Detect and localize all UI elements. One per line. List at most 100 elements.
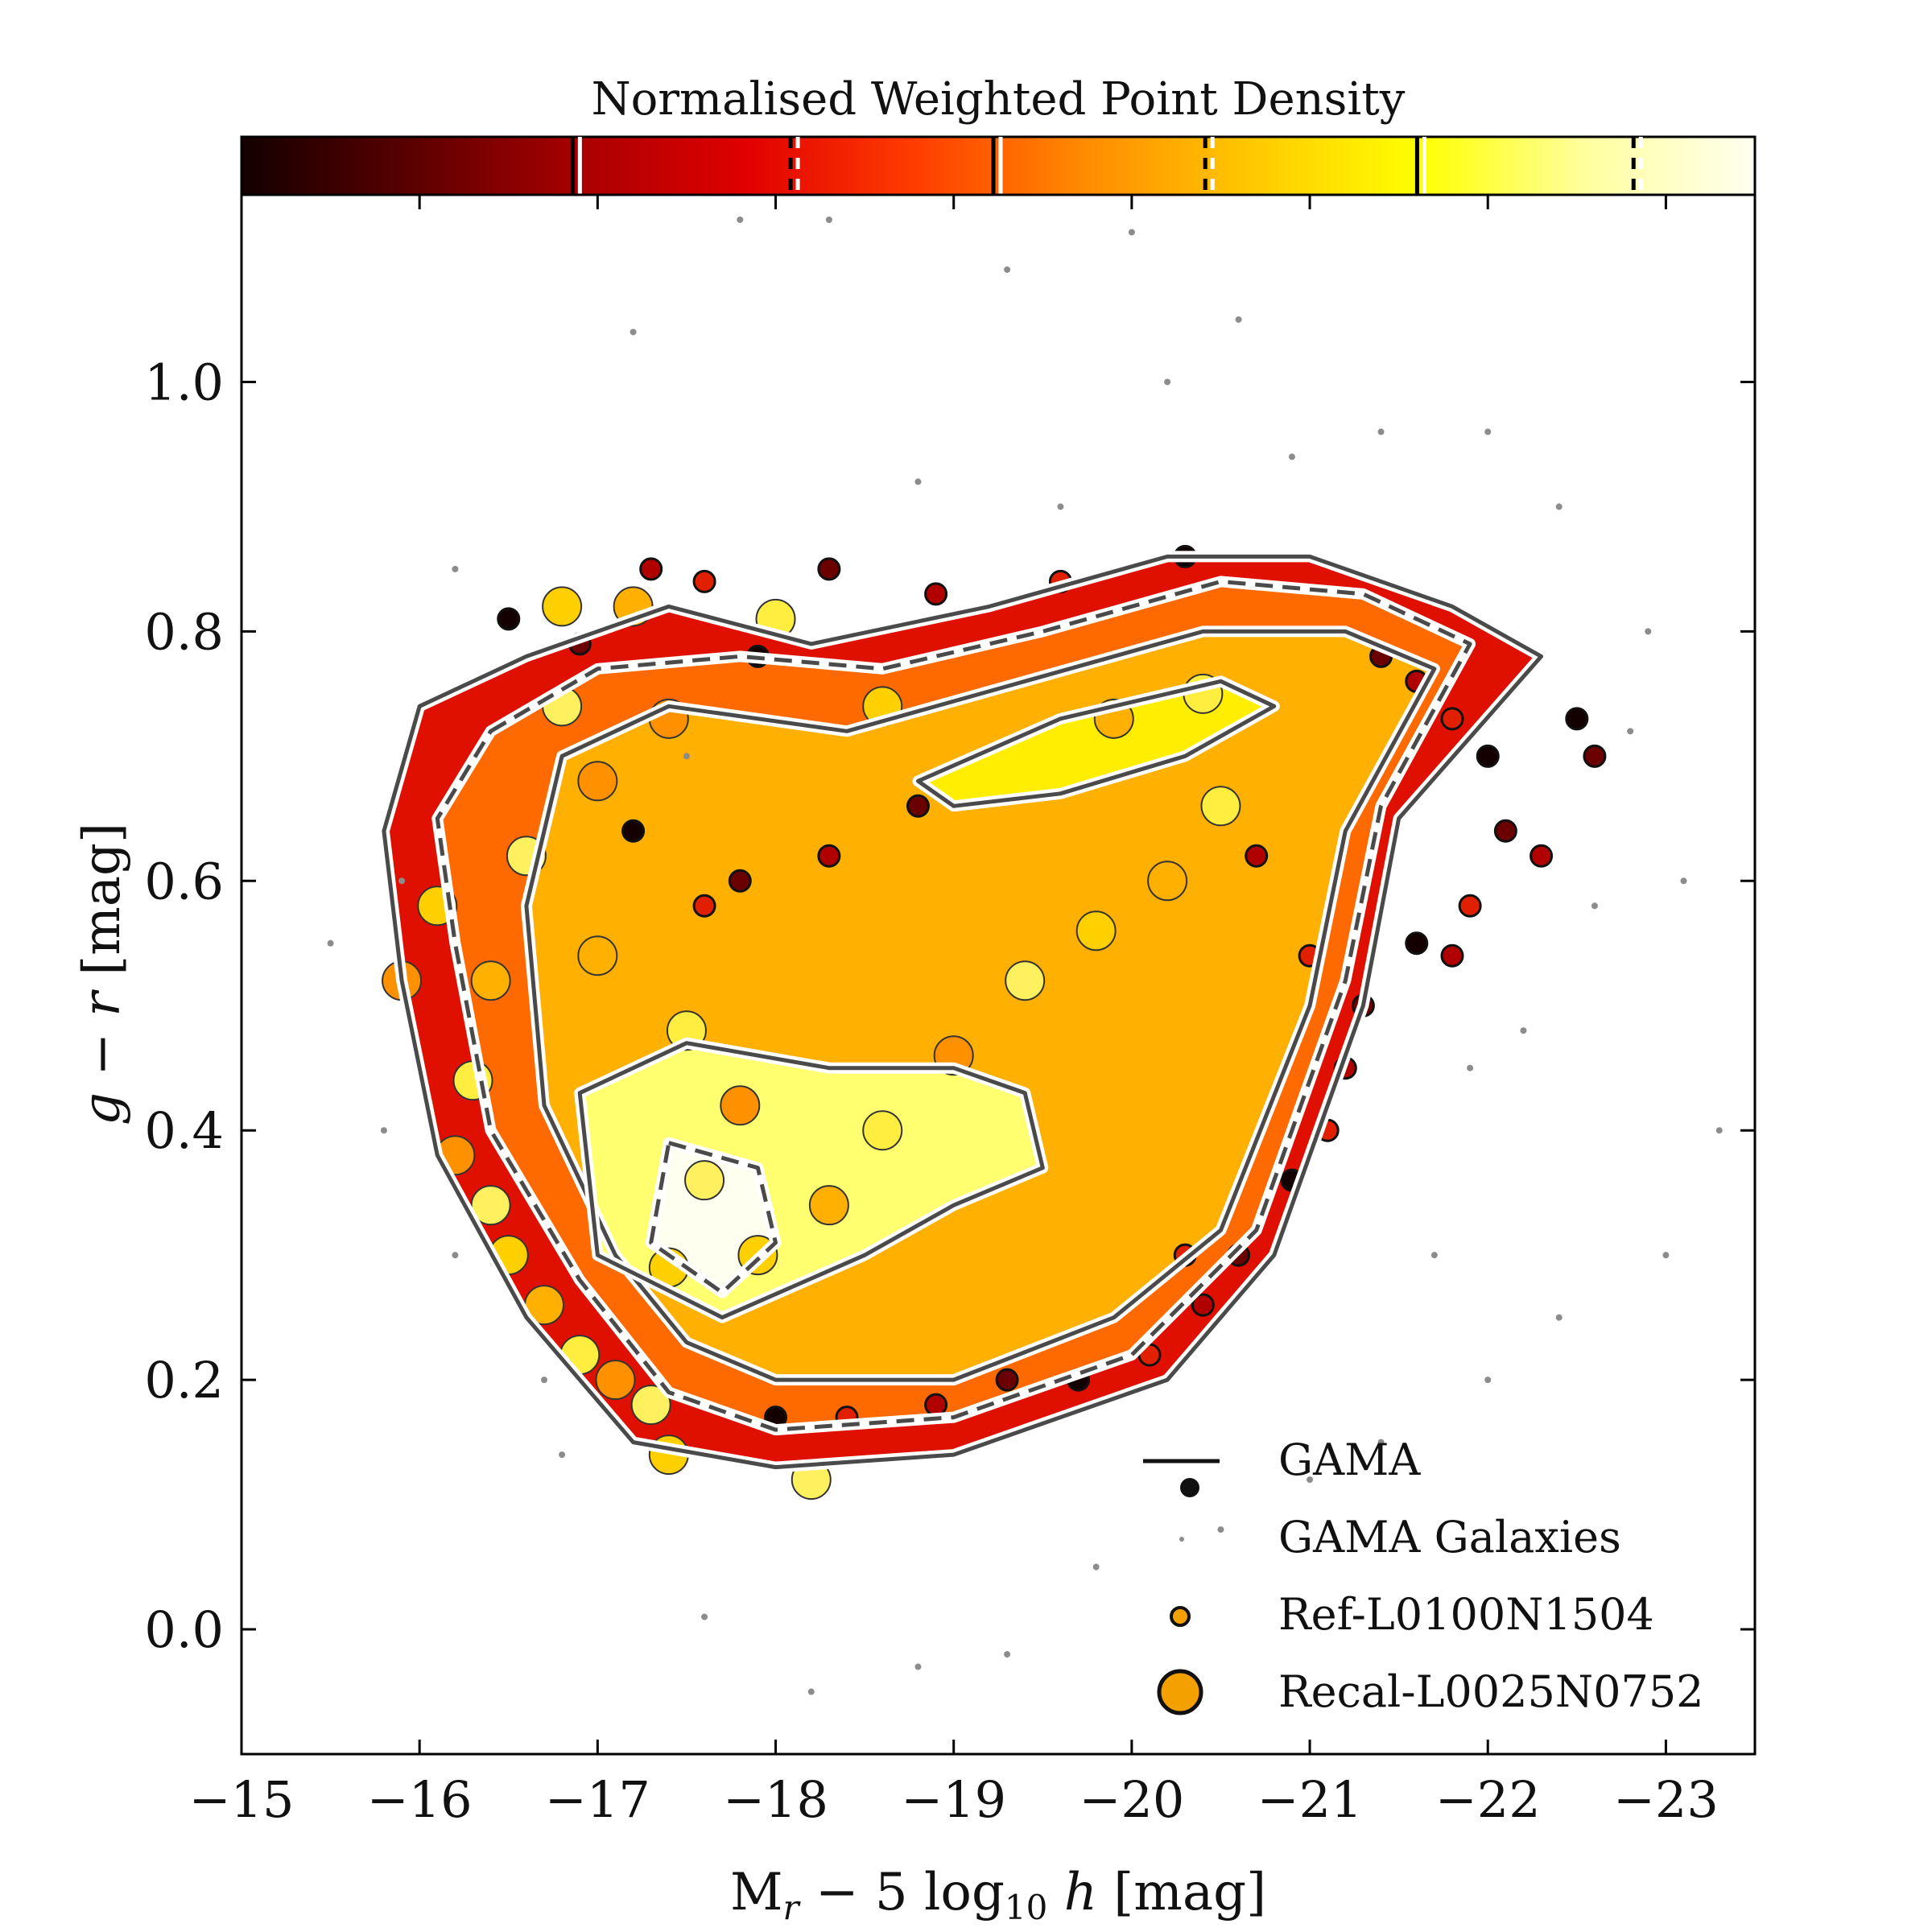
recal-point — [1147, 861, 1188, 902]
x-tick-label: −18 — [723, 1770, 828, 1829]
y-tick-label: 0.2 — [144, 1351, 224, 1410]
ref-point — [728, 869, 752, 893]
ref-point — [906, 794, 930, 818]
gama-galaxy-point — [630, 328, 637, 336]
ref-point — [639, 557, 663, 581]
x-tick-label: −23 — [1613, 1770, 1719, 1829]
gama-galaxy-point — [1627, 728, 1634, 735]
y-tick-label: 0.8 — [144, 602, 224, 661]
contour-line — [435, 579, 1472, 1432]
legend: GAMA GAMA Galaxies Ref-L0100N1504 Recal-… — [1143, 1435, 1704, 1717]
ref-point — [692, 894, 716, 918]
legend-ref-label: Ref-L0100N1504 — [1278, 1589, 1654, 1640]
contour-line — [577, 1041, 1045, 1320]
gama-galaxy-point — [1004, 1651, 1011, 1658]
legend-recal-marker — [1157, 1669, 1203, 1715]
gama-galaxy-point — [1057, 503, 1064, 510]
gama-galaxy-point — [737, 216, 744, 223]
gama-galaxy-point — [807, 1688, 815, 1695]
x-tick-label: −19 — [901, 1770, 1006, 1829]
gama-galaxy-point — [1662, 1252, 1670, 1259]
gama-galaxy-point — [1715, 1127, 1723, 1134]
x-tick-label: −17 — [545, 1770, 650, 1829]
gama-galaxy-point — [1004, 266, 1011, 273]
gama-galaxy-point — [1217, 1526, 1224, 1534]
ref-point — [1440, 943, 1464, 968]
y-axis-label: g − r [mag] — [72, 823, 132, 1125]
gama-galaxy-point — [1591, 902, 1598, 910]
contour-line — [649, 1141, 778, 1295]
y-tick-label: 0.4 — [144, 1101, 224, 1160]
legend-gama-marker — [1180, 1478, 1199, 1497]
ref-point — [1476, 744, 1500, 768]
colorbar-title: Normalised Weighted Point Density — [592, 73, 1406, 126]
gama-galaxy-point — [1555, 503, 1563, 510]
y-label-r: r — [72, 989, 132, 1017]
ref-point — [1405, 931, 1429, 956]
recal-point — [808, 1185, 849, 1226]
ref-point — [1245, 844, 1269, 868]
y-axis-ticks: 0.0 0.2 0.4 0.6 0.8 1.0 — [144, 353, 1755, 1659]
x-tick-label: −22 — [1435, 1770, 1541, 1829]
contour-line — [916, 679, 1277, 808]
gama-galaxy-point — [1092, 1563, 1100, 1571]
gama-galaxy-point — [825, 216, 832, 223]
recal-point — [577, 761, 618, 802]
gama-galaxy-point — [1520, 1027, 1527, 1034]
ref-point — [1530, 844, 1554, 868]
gama-galaxy-point — [327, 939, 334, 947]
x-label-unit: [mag] — [1097, 1863, 1266, 1922]
ref-point — [924, 582, 948, 606]
ref-point — [1458, 894, 1482, 918]
gama-galaxy-point — [914, 1663, 922, 1670]
contour-line — [382, 554, 1544, 1470]
recal-point — [470, 960, 511, 1001]
y-tick-label: 1.0 — [144, 353, 224, 411]
x-label-sub-10: 10 — [1005, 1888, 1047, 1927]
colorbar-dividers — [570, 137, 1643, 195]
gama-galaxy-point — [1128, 229, 1135, 236]
recal-point — [542, 586, 583, 627]
gama-galaxy-point — [1164, 378, 1171, 386]
y-label-unit: [mag] — [72, 823, 132, 992]
gama-galaxy-point — [1307, 1476, 1314, 1484]
gama-galaxy-point — [1645, 628, 1652, 635]
gama-galaxy-point — [683, 753, 690, 760]
gama-galaxy-point — [1555, 1314, 1563, 1321]
x-label-sub-r: r — [783, 1888, 802, 1927]
gama-galaxy-point — [541, 1377, 547, 1384]
gama-contours — [378, 551, 1547, 1473]
recal-point — [630, 1385, 671, 1426]
recal-point — [577, 935, 618, 976]
x-tick-label: −20 — [1079, 1770, 1184, 1829]
gama-galaxy-point — [1680, 877, 1687, 885]
gama-galaxy-point — [559, 1451, 566, 1459]
legend-gama-label: GAMA — [1278, 1435, 1421, 1485]
ref-l0100n1504-points — [497, 544, 1607, 1430]
recal-point — [862, 1110, 903, 1151]
gama-galaxy-point — [1377, 1439, 1385, 1446]
x-tick-label: −21 — [1257, 1770, 1363, 1829]
recal-point — [595, 1360, 636, 1401]
gama-galaxy-point — [1484, 1377, 1492, 1384]
x-label-main: M — [730, 1863, 783, 1922]
ref-point — [621, 819, 646, 843]
y-tick-label: 0.6 — [144, 852, 224, 910]
ref-point — [497, 607, 521, 631]
recal-point — [1075, 910, 1117, 952]
x-tick-label: −15 — [189, 1770, 295, 1829]
x-label-mid: − 5 log — [799, 1863, 1005, 1922]
legend-gama-galaxies-marker — [1179, 1537, 1184, 1542]
y-label-g: g — [72, 1092, 132, 1125]
x-axis-label: Mr − 5 log10 h [mag] — [730, 1863, 1266, 1927]
ref-point — [1493, 819, 1517, 843]
ref-point — [1191, 1293, 1215, 1317]
gama-galaxy-point — [1377, 428, 1385, 436]
x-tick-label: −16 — [367, 1770, 473, 1829]
gama-galaxy-point — [1467, 1064, 1474, 1071]
legend-recal-label: Recal-L0025N0752 — [1278, 1666, 1704, 1717]
contour-line — [524, 629, 1437, 1382]
gama-galaxy-point — [398, 877, 406, 885]
density-region — [918, 681, 1274, 807]
